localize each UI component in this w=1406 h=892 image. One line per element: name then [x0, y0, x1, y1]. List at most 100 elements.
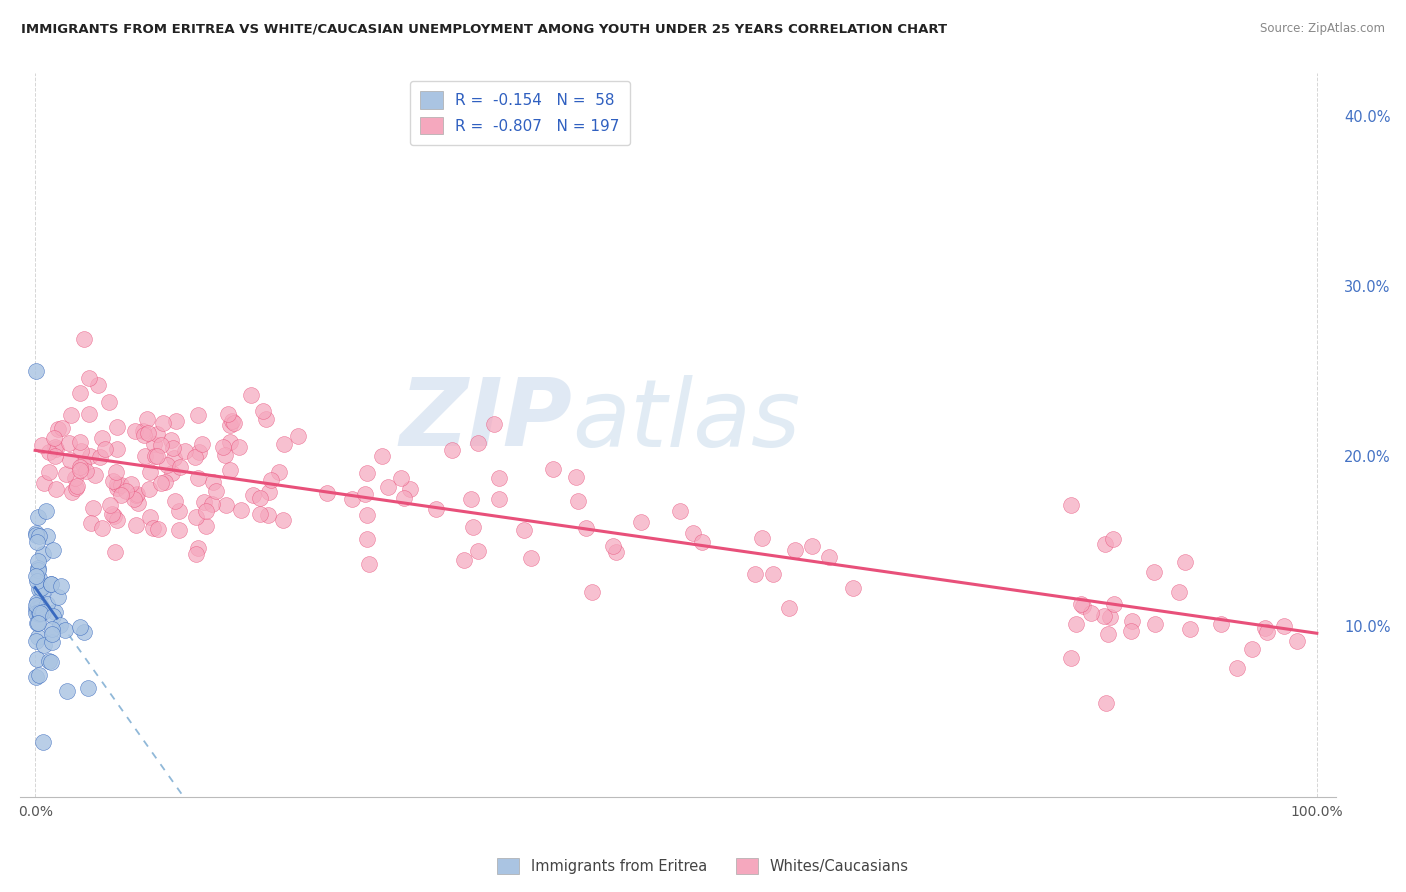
Point	[398, 482, 420, 496]
Point	[41, 635, 63, 649]
Point	[467, 436, 489, 450]
Point	[44, 440, 66, 454]
Point	[205, 483, 228, 498]
Point	[240, 387, 263, 401]
Point	[751, 531, 773, 545]
Point	[174, 444, 197, 458]
Point	[132, 424, 155, 438]
Point	[149, 475, 172, 490]
Point	[31, 605, 53, 619]
Point	[105, 477, 128, 491]
Point	[30, 599, 52, 613]
Point	[77, 407, 100, 421]
Point	[101, 475, 124, 489]
Point	[34, 475, 56, 490]
Point	[194, 519, 217, 533]
Point	[28, 606, 51, 620]
Point	[167, 523, 190, 537]
Point	[153, 475, 176, 490]
Point	[49, 579, 72, 593]
Point	[25, 651, 48, 665]
Point	[127, 496, 149, 510]
Point	[169, 460, 191, 475]
Point	[1121, 614, 1143, 628]
Point	[356, 508, 378, 523]
Point	[31, 585, 53, 599]
Point	[488, 471, 510, 485]
Point	[214, 448, 236, 462]
Point	[575, 520, 598, 534]
Point	[39, 576, 62, 591]
Point	[249, 507, 271, 521]
Point	[169, 504, 191, 518]
Point	[202, 475, 225, 490]
Point	[110, 477, 132, 491]
Point	[187, 471, 209, 485]
Point	[1174, 555, 1197, 569]
Point	[87, 378, 110, 392]
Point	[27, 563, 49, 577]
Point	[1070, 597, 1092, 611]
Point	[28, 582, 51, 597]
Point	[28, 598, 51, 612]
Point	[27, 574, 49, 588]
Point	[25, 595, 48, 609]
Point	[467, 543, 489, 558]
Point	[184, 450, 207, 464]
Legend: R =  -0.154   N =  58, R =  -0.807   N = 197: R = -0.154 N = 58, R = -0.807 N = 197	[409, 80, 630, 145]
Point	[143, 437, 166, 451]
Point	[28, 571, 51, 585]
Point	[79, 516, 101, 531]
Point	[120, 476, 142, 491]
Point	[762, 567, 785, 582]
Point	[28, 605, 51, 619]
Point	[156, 458, 179, 473]
Text: ZIP: ZIP	[399, 375, 572, 467]
Point	[105, 513, 128, 527]
Point	[56, 684, 79, 698]
Point	[1094, 537, 1116, 551]
Point	[25, 607, 48, 621]
Point	[630, 515, 652, 529]
Point	[1144, 616, 1167, 631]
Point	[217, 407, 239, 421]
Point	[82, 501, 104, 516]
Point	[212, 441, 235, 455]
Point	[218, 434, 240, 449]
Point	[257, 508, 280, 522]
Point	[460, 491, 482, 506]
Point	[24, 670, 46, 684]
Point	[392, 491, 415, 506]
Point	[31, 438, 53, 452]
Point	[567, 494, 589, 508]
Point	[58, 436, 80, 450]
Point	[58, 453, 80, 467]
Point	[48, 590, 70, 604]
Point	[1071, 599, 1094, 613]
Point	[1167, 584, 1189, 599]
Point	[24, 633, 46, 648]
Point	[124, 425, 146, 439]
Point	[1060, 651, 1083, 665]
Point	[44, 605, 66, 619]
Point	[357, 557, 380, 571]
Point	[1095, 696, 1118, 710]
Point	[27, 668, 49, 682]
Point	[38, 445, 60, 459]
Point	[110, 488, 132, 502]
Point	[165, 414, 187, 428]
Point	[124, 488, 146, 502]
Point	[27, 561, 49, 575]
Point	[125, 487, 148, 501]
Point	[1102, 597, 1125, 611]
Point	[316, 486, 339, 500]
Point	[31, 606, 53, 620]
Point	[377, 480, 399, 494]
Point	[105, 442, 128, 456]
Point	[38, 465, 60, 479]
Point	[260, 473, 283, 487]
Point	[1121, 624, 1143, 639]
Point	[132, 428, 155, 442]
Point	[252, 404, 274, 418]
Point	[1098, 610, 1121, 624]
